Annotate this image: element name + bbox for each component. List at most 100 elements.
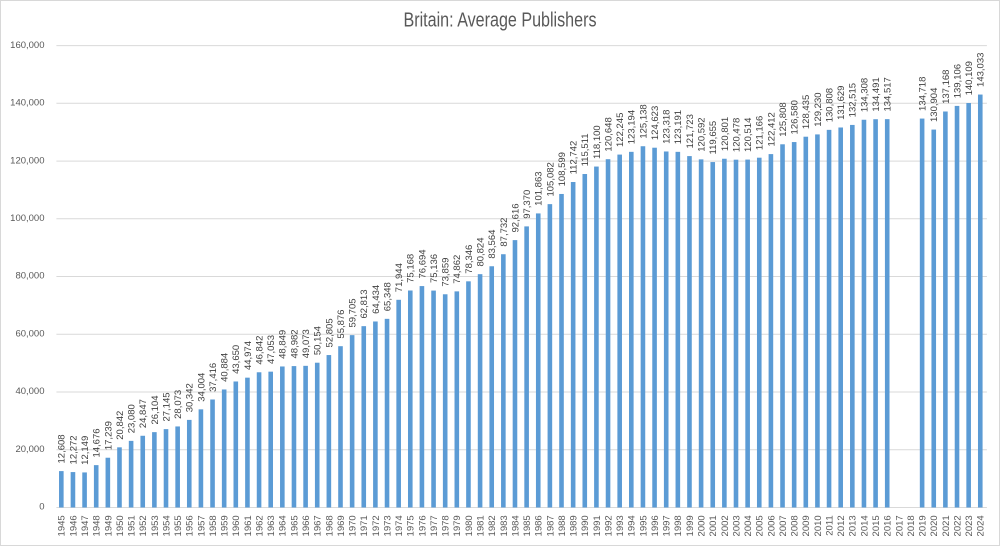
svg-text:1956: 1956 [185, 515, 196, 536]
svg-text:2008: 2008 [790, 515, 801, 536]
svg-text:34,004: 34,004 [196, 373, 207, 402]
svg-text:2000: 2000 [697, 515, 708, 536]
svg-text:14,676: 14,676 [92, 428, 103, 457]
svg-text:2015: 2015 [871, 515, 882, 536]
svg-text:2007: 2007 [778, 515, 789, 536]
svg-text:1948: 1948 [92, 515, 103, 536]
svg-text:130,808: 130,808 [824, 88, 835, 122]
svg-text:1966: 1966 [301, 515, 312, 536]
svg-text:129,230: 129,230 [813, 92, 824, 126]
svg-text:62,813: 62,813 [359, 289, 370, 318]
svg-text:20,842: 20,842 [115, 411, 126, 440]
svg-text:92,616: 92,616 [510, 203, 521, 232]
svg-text:1978: 1978 [441, 515, 452, 536]
svg-text:1988: 1988 [557, 515, 568, 536]
svg-text:1957: 1957 [196, 515, 207, 536]
svg-text:1970: 1970 [348, 515, 359, 536]
svg-text:2010: 2010 [813, 515, 824, 536]
svg-text:59,705: 59,705 [348, 298, 359, 327]
svg-text:1973: 1973 [382, 515, 393, 536]
svg-text:2019: 2019 [918, 515, 929, 536]
svg-text:1969: 1969 [336, 515, 347, 536]
svg-text:122,245: 122,245 [615, 113, 626, 147]
svg-text:1963: 1963 [266, 515, 277, 536]
svg-text:1974: 1974 [394, 515, 405, 536]
svg-text:1949: 1949 [103, 515, 114, 536]
svg-text:123,194: 123,194 [627, 110, 638, 144]
svg-text:1954: 1954 [161, 515, 172, 536]
svg-text:20,000: 20,000 [15, 444, 44, 455]
svg-text:2006: 2006 [766, 515, 777, 536]
svg-text:46,842: 46,842 [254, 336, 265, 365]
svg-text:120,648: 120,648 [603, 117, 614, 151]
svg-text:1999: 1999 [685, 515, 696, 536]
svg-text:71,944: 71,944 [394, 263, 405, 292]
svg-text:1991: 1991 [592, 515, 603, 536]
svg-text:2001: 2001 [708, 515, 719, 536]
svg-text:1985: 1985 [522, 515, 533, 536]
svg-text:1961: 1961 [243, 515, 254, 536]
svg-text:1993: 1993 [615, 515, 626, 536]
svg-text:64,434: 64,434 [371, 285, 382, 314]
svg-text:97,370: 97,370 [522, 190, 533, 219]
svg-text:115,511: 115,511 [580, 133, 591, 166]
svg-text:76,694: 76,694 [417, 249, 428, 278]
svg-text:2016: 2016 [883, 515, 894, 536]
svg-text:143,033: 143,033 [976, 53, 987, 87]
svg-text:2005: 2005 [755, 515, 766, 536]
svg-text:43,650: 43,650 [231, 345, 242, 374]
svg-text:2024: 2024 [976, 515, 987, 536]
svg-text:1995: 1995 [638, 515, 649, 536]
svg-text:Britain: Average Publishers: Britain: Average Publishers [404, 10, 597, 32]
svg-text:160,000: 160,000 [10, 40, 44, 51]
svg-text:0: 0 [39, 502, 44, 513]
svg-text:2011: 2011 [824, 515, 835, 535]
svg-text:140,000: 140,000 [10, 98, 44, 109]
svg-text:120,592: 120,592 [697, 117, 708, 151]
svg-text:87,732: 87,732 [499, 218, 510, 247]
svg-text:24,847: 24,847 [138, 399, 149, 428]
svg-text:75,136: 75,136 [429, 254, 440, 283]
svg-text:1986: 1986 [534, 515, 545, 536]
svg-text:1967: 1967 [313, 515, 324, 536]
svg-text:2012: 2012 [836, 515, 847, 536]
svg-text:48,982: 48,982 [289, 329, 300, 358]
svg-text:121,723: 121,723 [685, 114, 696, 148]
svg-text:2013: 2013 [848, 515, 859, 536]
svg-text:1953: 1953 [150, 515, 161, 536]
svg-text:1947: 1947 [80, 515, 91, 536]
svg-text:1964: 1964 [278, 515, 289, 536]
svg-text:2014: 2014 [859, 515, 870, 536]
svg-text:137,168: 137,168 [941, 70, 952, 104]
svg-text:123,318: 123,318 [662, 110, 673, 144]
svg-text:1987: 1987 [545, 515, 556, 536]
svg-text:1971: 1971 [359, 515, 370, 536]
svg-text:50,154: 50,154 [313, 326, 324, 355]
svg-text:47,053: 47,053 [266, 335, 277, 364]
svg-text:28,073: 28,073 [173, 390, 184, 419]
svg-text:134,718: 134,718 [918, 77, 929, 111]
svg-text:1992: 1992 [603, 515, 614, 536]
svg-text:2023: 2023 [964, 515, 975, 536]
svg-text:130,904: 130,904 [929, 88, 940, 122]
svg-text:12,149: 12,149 [80, 436, 91, 465]
svg-text:108,599: 108,599 [557, 152, 568, 186]
svg-text:1998: 1998 [673, 515, 684, 536]
svg-text:101,863: 101,863 [534, 171, 545, 205]
svg-text:122,412: 122,412 [766, 112, 777, 146]
svg-text:121,166: 121,166 [755, 116, 766, 150]
svg-text:1951: 1951 [127, 515, 138, 536]
svg-text:44,974: 44,974 [243, 341, 254, 370]
svg-text:112,742: 112,742 [569, 141, 580, 175]
svg-text:49,073: 49,073 [301, 329, 312, 358]
svg-text:1968: 1968 [324, 515, 335, 536]
svg-text:1975: 1975 [406, 515, 417, 536]
svg-text:105,082: 105,082 [545, 162, 556, 196]
svg-text:118,100: 118,100 [592, 125, 603, 159]
svg-text:124,623: 124,623 [650, 106, 661, 140]
svg-text:1977: 1977 [429, 515, 440, 536]
svg-text:1958: 1958 [208, 515, 219, 536]
svg-text:55,876: 55,876 [336, 310, 347, 339]
svg-text:139,106: 139,106 [952, 64, 963, 98]
svg-text:2009: 2009 [801, 515, 812, 536]
